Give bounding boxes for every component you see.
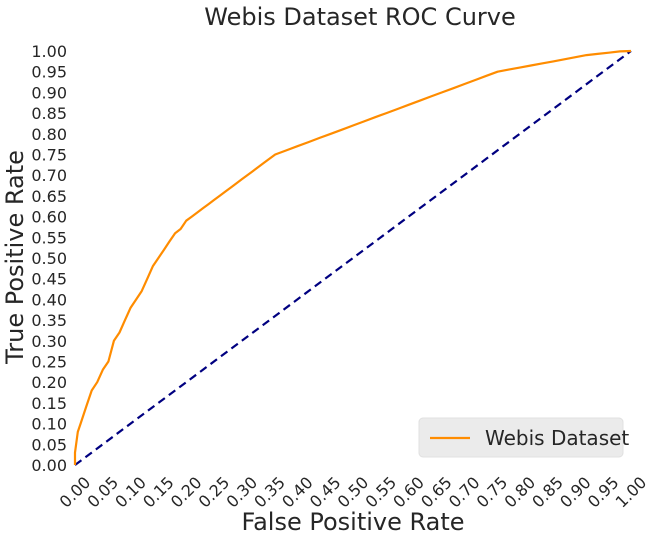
y-axis-label: True Positive Rate	[1, 150, 29, 365]
legend: Webis Dataset	[418, 417, 629, 458]
y-tick-label: 0.45	[31, 270, 67, 289]
y-tick-label: 0.15	[31, 394, 67, 413]
x-axis-ticks: 0.000.050.100.150.200.250.300.350.400.45…	[56, 473, 651, 512]
chart-title: Webis Dataset ROC Curve	[204, 3, 516, 31]
chance-line	[74, 50, 632, 466]
y-tick-label: 0.80	[31, 125, 67, 144]
y-tick-label: 0.55	[31, 228, 67, 247]
y-tick-label: 0.10	[31, 415, 67, 434]
y-tick-label: 0.05	[31, 435, 67, 454]
y-axis-ticks: 0.00 0.050.10 0.15 0.200.25 0.30 0.35 0.400.45…	[31, 42, 67, 475]
x-tick-label: 1.00	[612, 473, 651, 512]
y-tick-label: 0.20	[31, 373, 67, 392]
y-tick-label: 0.90	[31, 83, 67, 102]
y-tick-label: 0.60	[31, 208, 67, 227]
legend-label: Webis Dataset	[485, 426, 629, 450]
legend-box	[418, 417, 624, 458]
y-tick-label: 0.70	[31, 166, 67, 185]
y-tick-label: 0.25	[31, 353, 67, 372]
roc-curve-line	[73, 49, 632, 465]
y-tick-label: 0.75	[31, 146, 67, 165]
y-tick-label: 0.85	[31, 104, 67, 123]
y-tick-label: 0.50	[31, 249, 67, 268]
y-tick-label: 0.30	[31, 332, 67, 351]
y-tick-label: 0.40	[31, 290, 67, 309]
y-tick-label: 0.00	[31, 456, 67, 475]
y-tick-label: 0.65	[31, 187, 67, 206]
y-tick-label: 0.35	[31, 311, 67, 330]
y-tick-label: 1.00	[31, 42, 67, 61]
plot-lines	[73, 49, 632, 466]
y-tick-label: 0.95	[31, 63, 67, 82]
x-axis-label: False Positive Rate	[241, 508, 464, 536]
